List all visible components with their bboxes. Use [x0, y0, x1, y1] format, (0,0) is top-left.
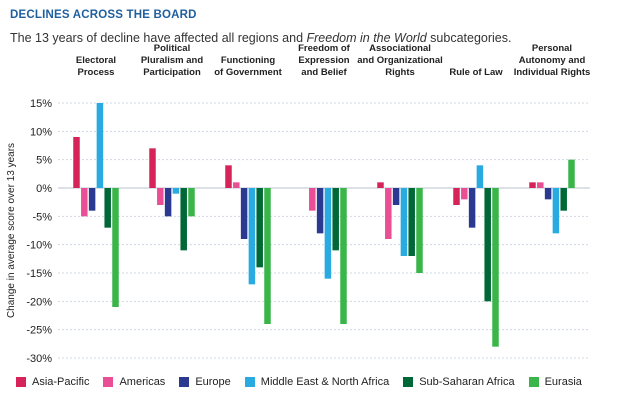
category-label: Political [154, 43, 190, 54]
bar [233, 182, 240, 188]
y-tick-label: 15% [30, 98, 52, 110]
y-axis-label: Change in average score over 13 years [6, 143, 17, 318]
category-label: Personal [532, 43, 572, 54]
bar [453, 188, 460, 205]
legend-item: Middle East & North Africa [244, 376, 390, 388]
bar [537, 182, 544, 188]
bar [248, 188, 256, 285]
bar [400, 188, 408, 256]
y-tick-label: -30% [26, 353, 52, 365]
bar [529, 182, 536, 188]
bar [81, 188, 88, 217]
category-label: Freedom of [298, 43, 351, 54]
bar [180, 188, 187, 251]
bar [560, 188, 567, 211]
bar [172, 188, 180, 194]
bar [492, 188, 499, 347]
category-label: Autonomy and [519, 55, 586, 66]
bar [157, 188, 164, 205]
chart-heading: DECLINES ACROSS THE BOARD [10, 9, 197, 21]
bar [264, 188, 271, 324]
legend-label: Europe [195, 376, 231, 388]
y-tick-label: -5% [32, 211, 52, 223]
bar [112, 188, 119, 307]
bar [461, 188, 468, 200]
bar [416, 188, 423, 273]
category-label: Participation [143, 67, 201, 78]
bar [309, 188, 316, 211]
category-label: Associational [369, 43, 431, 54]
legend-item: Asia-Pacific [16, 376, 89, 388]
legend-label: Eurasia [544, 376, 582, 388]
y-tick-label: 0% [36, 183, 52, 195]
bar [149, 148, 156, 188]
category-label: Process [78, 67, 115, 78]
bar [332, 188, 339, 251]
chart-subtitle: The 13 years of decline have affected al… [10, 31, 512, 45]
bar [316, 188, 324, 234]
legend-swatch [244, 377, 255, 387]
legend-swatch [103, 377, 114, 387]
bar [88, 188, 96, 211]
y-tick-label: 10% [30, 126, 52, 138]
y-tick-label: -10% [26, 240, 52, 252]
legend-item: Americas [103, 376, 165, 388]
category-label: and Organizational [357, 55, 443, 66]
legend-swatch [403, 377, 414, 387]
category-label: Expression [298, 55, 349, 66]
legend-item: Sub-Saharan Africa [403, 376, 515, 388]
bar [476, 165, 484, 188]
legend-swatch [179, 377, 190, 387]
y-tick-label: -15% [26, 268, 52, 280]
legend-swatch [16, 377, 26, 387]
bar [225, 165, 232, 188]
bar [568, 159, 575, 188]
legend-label: Sub-Saharan Africa [419, 376, 515, 388]
bar [377, 182, 384, 188]
category-label: Electoral [76, 55, 116, 66]
bar [408, 188, 415, 256]
category-label: Functioning [221, 55, 276, 66]
bar [552, 188, 560, 234]
bar [484, 188, 491, 302]
bar [188, 188, 195, 217]
category-label: Rule of Law [449, 67, 503, 78]
legend-label: Asia-Pacific [32, 376, 90, 388]
bar [340, 188, 347, 324]
bar-chart: 15% 10% 5% 0% -5% -10% -15% -20% -25% -30% Change … [6, 43, 591, 365]
y-tick-label: -25% [26, 325, 52, 337]
category-label: Pluralism and [141, 55, 203, 66]
bar [240, 188, 248, 239]
bar [544, 188, 552, 200]
bar [392, 188, 400, 205]
bar [256, 188, 263, 268]
category-label: and Belief [301, 67, 347, 78]
legend-label: Middle East & North Africa [260, 376, 390, 388]
y-tick-label: 5% [36, 155, 52, 167]
bar [385, 188, 392, 239]
category-label: of Government [214, 67, 282, 78]
subtitle-italic: Freedom in the World [306, 31, 427, 45]
category-label: Individual Rights [514, 67, 591, 78]
chart-legend: Asia-Pacific Americas Europe Middle East & … [16, 376, 582, 388]
legend-label: Americas [119, 376, 166, 388]
y-tick-label: -20% [26, 296, 52, 308]
bar [73, 137, 80, 188]
bar [164, 188, 172, 217]
category-label: Rights [385, 67, 415, 78]
legend-item: Europe [179, 376, 231, 388]
bar [468, 188, 476, 228]
bar [96, 103, 104, 188]
bar [104, 188, 111, 228]
bar [324, 188, 332, 279]
legend-swatch [528, 377, 539, 387]
legend-item: Eurasia [528, 376, 582, 388]
